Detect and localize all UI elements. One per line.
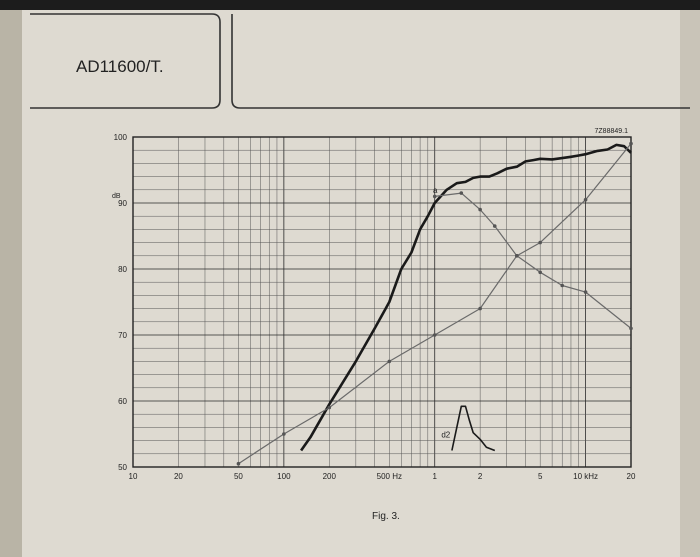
- series-point: [583, 197, 588, 202]
- series-line-0: [300, 143, 632, 452]
- x-axis-ticks: 10 20 50 100 200 500 Hz 1 2 5 10 kHz 20: [129, 472, 636, 481]
- series-point: [560, 283, 565, 288]
- y-tick-label: 70: [118, 331, 127, 340]
- series-point: [236, 461, 241, 466]
- chart-grid: [133, 137, 631, 467]
- chart: 7Z88849.1 10 20 50 100 200 500 Hz 1 2 5 10 kHz 20 …: [112, 128, 636, 522]
- x-tick-label: 500 Hz: [377, 472, 402, 481]
- x-tick-label: 10 kHz: [573, 472, 598, 481]
- header-frame-left: [30, 13, 221, 109]
- x-tick-label: 50: [234, 472, 243, 481]
- annotation-label: d2: [441, 430, 450, 439]
- y-tick-label: 80: [118, 265, 127, 274]
- book-spine: [0, 0, 22, 557]
- series-point: [492, 224, 497, 228]
- series-point: [629, 326, 633, 331]
- series-point: [432, 333, 437, 337]
- series-point: [327, 405, 332, 410]
- series-point: [478, 207, 482, 212]
- x-tick-label: 20: [627, 472, 636, 481]
- header-frame-right: [231, 14, 690, 109]
- series-point: [432, 194, 437, 199]
- series-point: [538, 270, 542, 275]
- chart-series: [236, 141, 633, 466]
- series-point: [629, 141, 633, 146]
- figure-caption: Fig. 3.: [372, 511, 400, 522]
- x-tick-label: 5: [538, 472, 543, 481]
- x-tick-label: 1: [432, 472, 437, 481]
- y-tick-label: 60: [118, 397, 127, 406]
- series-point: [282, 432, 286, 436]
- x-tick-label: 200: [323, 472, 337, 481]
- series-line-3: [451, 405, 496, 452]
- series-point: [583, 290, 588, 294]
- series-point: [459, 191, 464, 195]
- y-axis-ticks: 50 60 70 80 90 100: [114, 133, 128, 472]
- x-tick-label: 10: [129, 472, 138, 481]
- figure-code: 7Z88849.1: [595, 128, 629, 135]
- y-axis-unit-label: dB: [112, 193, 121, 200]
- y-tick-label: 100: [114, 133, 128, 142]
- annotation-label: a: [433, 186, 438, 195]
- series-point: [478, 306, 482, 311]
- x-tick-label: 100: [277, 472, 291, 481]
- right-page-edge: [680, 0, 700, 557]
- series-point: [387, 359, 392, 364]
- x-tick-label: 20: [174, 472, 183, 481]
- y-tick-label: 90: [118, 199, 127, 208]
- chart-frame: [132, 136, 632, 468]
- series-point: [515, 254, 519, 258]
- y-tick-label: 50: [118, 463, 127, 472]
- series-line-1: [238, 143, 632, 465]
- x-tick-label: 2: [478, 472, 483, 481]
- page-title: AD11600/T.: [76, 57, 164, 76]
- chart-annotations: a d2: [433, 186, 451, 439]
- series-point: [538, 240, 542, 245]
- top-edge: [0, 0, 700, 10]
